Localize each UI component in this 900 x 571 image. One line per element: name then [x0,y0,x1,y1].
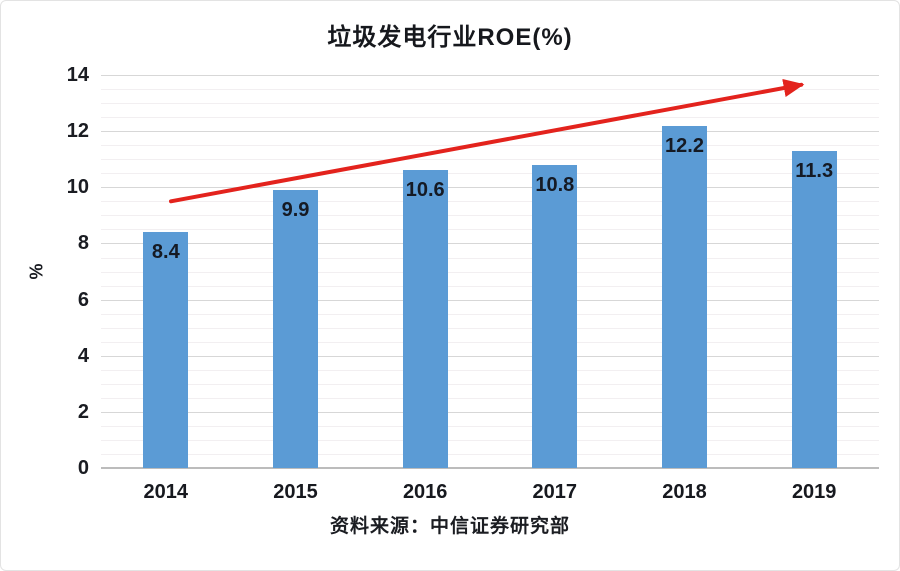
y-tick-label: 14 [66,64,89,86]
chart-title: 垃圾发电行业ROE(%) [327,24,573,51]
major-gridline [101,131,879,133]
y-tick-label: 4 [77,344,89,367]
minor-gridline [101,159,879,161]
minor-gridline [101,341,879,343]
minor-gridline [101,229,879,231]
x-tick-label: 2015 [273,481,318,503]
y-tick-label: 6 [77,288,89,311]
minor-gridline [101,369,879,371]
y-tick-label: 8 [77,232,89,255]
minor-gridline [101,327,879,329]
minor-gridline [101,271,879,273]
minor-gridline [101,285,879,287]
bar [273,190,318,468]
minor-gridline [101,103,879,105]
minor-gridline [101,439,879,441]
x-tick-label: 2019 [791,481,837,503]
x-tick-label: 2018 [662,481,707,503]
bar-value-label: 10.6 [405,179,445,202]
y-tick-label: 2 [77,400,89,423]
x-tick-label: 2014 [143,481,189,503]
bar [662,125,707,468]
minor-gridline [101,257,879,259]
x-axis-line [101,467,879,469]
bar-value-label: 9.9 [281,199,310,222]
major-gridline [101,187,879,189]
bar [402,170,448,468]
major-gridline [101,243,879,245]
minor-gridline [101,215,879,217]
y-axis-title: % [26,262,47,280]
minor-gridline [101,313,879,315]
major-gridline [101,411,879,413]
bar [532,164,578,468]
y-tick-label: 10 [66,176,89,199]
bar-value-label: 11.3 [795,159,834,182]
minor-gridline [101,117,879,119]
minor-gridline [101,201,879,203]
major-gridline [101,299,879,301]
minor-gridline [101,89,879,90]
y-tick-label: 0 [77,457,89,479]
bar-value-label: 12.2 [665,134,704,157]
bar-value-label: 10.8 [535,173,575,196]
x-tick-label: 2017 [532,481,578,503]
bar [791,150,837,468]
minor-gridline [101,145,879,147]
major-gridline [101,75,879,76]
minor-gridline [101,425,879,427]
source-note: 资料来源：中信证券研究部 [329,516,570,537]
major-gridline [101,355,879,357]
minor-gridline [101,173,879,175]
minor-gridline [101,397,879,399]
minor-gridline [101,383,879,385]
bar-value-label: 8.4 [151,241,180,264]
y-tick-label: 12 [66,120,89,143]
bar [143,232,189,468]
minor-gridline [101,454,879,455]
x-tick-label: 2016 [402,481,448,503]
